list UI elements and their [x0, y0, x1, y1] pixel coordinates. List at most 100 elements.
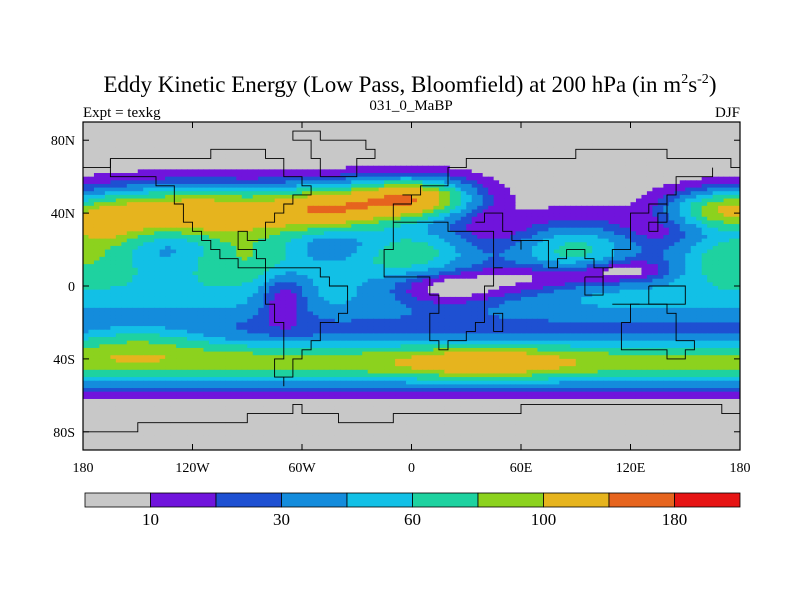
- eke-cell: [586, 151, 593, 156]
- eke-cell: [247, 154, 254, 160]
- eke-cell: [291, 271, 298, 276]
- eke-cell: [411, 209, 418, 214]
- eke-cell: [581, 187, 588, 192]
- eke-cell: [723, 147, 730, 152]
- eke-cell: [559, 205, 566, 211]
- eke-cell: [280, 154, 287, 160]
- eke-cell: [121, 183, 128, 189]
- eke-cell: [690, 249, 697, 254]
- eke-cell: [219, 154, 226, 160]
- eke-cell: [88, 209, 95, 214]
- eke-cell: [296, 147, 303, 152]
- eke-cell: [592, 238, 599, 243]
- eke-cell: [236, 143, 243, 149]
- eke-cell: [553, 198, 560, 203]
- eke-cell: [460, 249, 467, 254]
- eke-cell: [570, 198, 577, 203]
- eke-cell: [83, 264, 90, 269]
- eke-cell: [236, 176, 243, 181]
- eke-cell: [482, 205, 489, 211]
- eke-cell: [285, 234, 292, 240]
- eke-cell: [291, 231, 298, 236]
- eke-cell: [482, 183, 489, 189]
- eke-cell: [712, 158, 719, 163]
- eke-cell: [329, 242, 336, 247]
- eke-cell: [302, 231, 309, 236]
- eke-cell: [504, 249, 511, 254]
- eke-cell: [241, 169, 248, 174]
- eke-cell: [504, 176, 511, 181]
- eke-cell: [312, 231, 320, 236]
- eke-cell: [104, 213, 111, 218]
- eke-cell: [455, 209, 462, 214]
- eke-cell: [197, 183, 205, 189]
- eke-cell: [165, 224, 172, 229]
- eke-cell: [214, 183, 221, 189]
- eke-cell: [493, 220, 500, 225]
- eke-cell: [701, 129, 708, 134]
- eke-cell: [718, 173, 725, 178]
- eke-cell: [471, 260, 478, 265]
- eke-cell: [641, 154, 648, 160]
- eke-cell: [395, 260, 402, 265]
- eke-cell: [471, 143, 478, 149]
- eke-cell: [214, 187, 221, 192]
- eke-cell: [99, 227, 106, 232]
- eke-cell: [170, 216, 177, 221]
- eke-cell: [93, 213, 101, 218]
- eke-cell: [345, 253, 352, 258]
- eke-cell: [614, 205, 621, 211]
- eke-cell: [345, 205, 352, 211]
- eke-cell: [99, 122, 106, 127]
- eke-cell: [104, 264, 111, 269]
- eke-cell: [603, 165, 610, 170]
- eke-cell: [488, 253, 495, 258]
- eke-cell: [433, 205, 440, 211]
- eke-cell: [531, 176, 539, 181]
- eke-cell: [460, 129, 467, 134]
- eke-cell: [110, 264, 117, 269]
- eke-cell: [126, 147, 133, 152]
- eke-cell: [269, 213, 276, 218]
- eke-cell: [83, 242, 90, 247]
- eke-cell: [115, 125, 122, 130]
- eke-cell: [104, 143, 111, 149]
- eke-cell: [345, 234, 352, 240]
- eke-contour-field: [83, 122, 740, 450]
- eke-cell: [663, 180, 670, 185]
- eke-cell: [285, 154, 292, 160]
- eke-cell: [707, 194, 714, 200]
- eke-cell: [488, 151, 495, 156]
- eke-cell: [362, 264, 369, 269]
- eke-cell: [674, 231, 681, 236]
- eke-cell: [471, 220, 478, 225]
- eke-cell: [625, 213, 632, 218]
- eke-cell: [384, 205, 391, 211]
- eke-cell: [559, 194, 566, 200]
- eke-cell: [471, 158, 478, 163]
- eke-cell: [690, 216, 697, 221]
- eke-cell: [302, 271, 309, 276]
- eke-cell: [225, 165, 232, 170]
- eke-cell: [657, 234, 664, 240]
- eke-cell: [416, 256, 424, 262]
- eke-cell: [564, 129, 571, 134]
- eke-cell: [406, 173, 413, 178]
- eke-cell: [646, 151, 653, 156]
- eke-cell: [280, 245, 287, 251]
- eke-cell: [466, 242, 473, 247]
- eke-cell: [137, 234, 144, 240]
- eke-cell: [280, 158, 287, 163]
- eke-cell: [263, 242, 270, 247]
- eke-cell: [88, 187, 95, 192]
- eke-cell: [460, 122, 467, 127]
- eke-cell: [285, 176, 292, 181]
- eke-cell: [521, 202, 528, 207]
- eke-cell: [416, 125, 424, 130]
- eke-cell: [515, 136, 522, 141]
- eke-cell: [635, 173, 643, 178]
- eke-cell: [208, 264, 215, 269]
- eke-cell: [614, 264, 621, 269]
- eke-cell: [603, 154, 610, 160]
- eke-cell: [302, 143, 309, 149]
